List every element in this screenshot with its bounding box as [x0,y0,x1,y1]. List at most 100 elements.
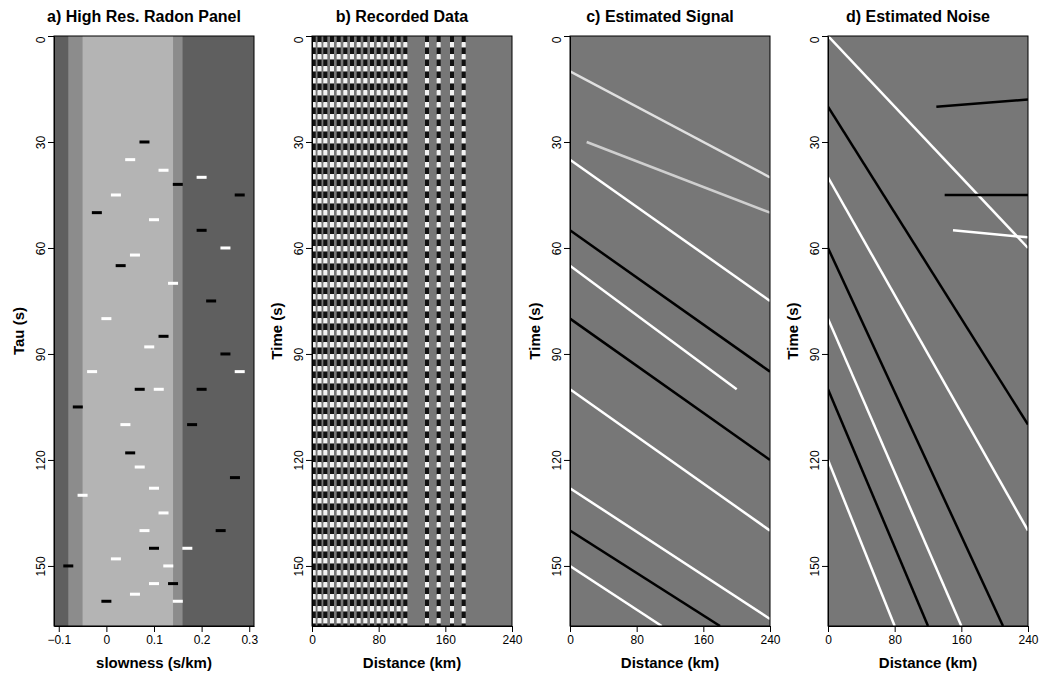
x-tick: 0 [567,626,574,647]
radon-coefficient [197,229,207,232]
x-tick-label: 0 [825,633,832,647]
x-tick: 0.2 [194,626,211,647]
y-axis: 0306090120150 [34,36,55,626]
y-tick-label: 30 [292,135,306,149]
trace-light [425,36,429,626]
y-tick-label: 30 [808,135,822,149]
event-line [828,177,1028,530]
y-tick-mark [564,566,570,567]
trace-light [403,36,407,626]
y-tick: 0 [34,36,54,43]
radon-coefficient [78,494,88,497]
marks [828,36,1028,626]
y-tick-label: 90 [34,347,48,361]
y-tick: 0 [292,36,312,43]
event-line [828,460,895,626]
radon-coefficient [154,388,164,391]
x-axis: 080160240 [309,626,523,647]
radon-coefficient [159,511,169,514]
y-tick-mark [564,460,570,461]
y-tick-label: 60 [34,241,48,255]
y-tick-label: 120 [34,450,48,470]
trace-dark [363,36,367,626]
radon-coefficient [125,451,135,454]
y-tick-mark [822,566,828,567]
radon-coefficient [139,529,149,532]
y-tick: 60 [808,241,828,255]
event-line [570,389,770,530]
x-tick-label: 0 [567,633,574,647]
trace-light [357,36,361,626]
x-tick-mark [249,626,250,632]
y-tick-label: 60 [550,241,564,255]
panel: −0.100.10.20.30306090120150a) High Res. … [10,8,258,671]
radon-coefficient [144,345,154,348]
radon-coefficient [220,352,230,355]
event-line [936,100,1028,107]
x-tick-mark [637,626,638,632]
y-tick: 90 [808,347,828,361]
x-tick: 0 [309,626,316,647]
event-line [570,160,770,301]
radon-coefficient [73,405,83,408]
x-tick-mark [106,626,107,632]
radon-coefficient [101,600,111,603]
x-tick-label: 80 [630,633,644,647]
radon-coefficient [149,547,159,550]
radon-coefficient [149,582,159,585]
trace-light [323,36,327,626]
y-axis-title: Tau (s) [10,307,27,355]
x-tick-label: 0 [309,633,316,647]
radon-coefficient [159,335,169,338]
event-line [570,488,770,619]
panel: 0801602400306090120150c) Estimated Signa… [526,8,781,671]
radon-coefficient [235,370,245,373]
x-tick: 80 [372,626,386,647]
y-tick-mark [822,36,828,37]
x-axis: 080160240 [825,626,1039,647]
y-tick-label: 150 [808,556,822,576]
radon-coefficient [135,388,145,391]
axis-line [312,37,313,627]
x-tick-mark [1028,626,1029,632]
y-tick: 30 [808,135,828,149]
radon-coefficient [139,140,149,143]
y-tick: 60 [34,241,54,255]
x-tick-label: 80 [372,633,386,647]
panel-title: a) High Res. Radon Panel [47,8,241,25]
event-line [570,266,737,390]
radon-coefficient [111,557,121,560]
radon-coefficient [159,169,169,172]
trace-dark [350,36,354,626]
plot-background [828,36,1028,626]
x-tick-label: 240 [760,633,780,647]
y-tick-mark [822,354,828,355]
y-tick-mark [48,354,54,355]
trace-dark [390,36,394,626]
x-tick-mark [379,626,380,632]
y-tick: 150 [808,556,828,576]
y-tick-mark [48,36,54,37]
panel-title: d) Estimated Noise [846,8,990,25]
trace-light [437,36,441,626]
x-tick: 80 [888,626,902,647]
slowness-band [68,36,182,626]
x-axis-title: Distance (km) [363,654,461,671]
radon-coefficient [149,487,159,490]
trace-dark [397,36,401,626]
event-line [945,194,1028,197]
y-tick: 0 [550,36,570,43]
trace-dark [330,36,334,626]
y-tick-mark [48,248,54,249]
event-line [570,319,770,460]
event-line [953,230,1028,237]
y-tick-mark [306,142,312,143]
plot-background [570,36,770,626]
x-tick-mark [154,626,155,632]
trace-dark [312,36,316,626]
plot-frame [828,36,1028,626]
y-tick-label: 120 [292,450,306,470]
y-tick-label: 150 [34,556,48,576]
y-tick: 150 [550,556,570,576]
y-tick: 0 [808,36,828,43]
